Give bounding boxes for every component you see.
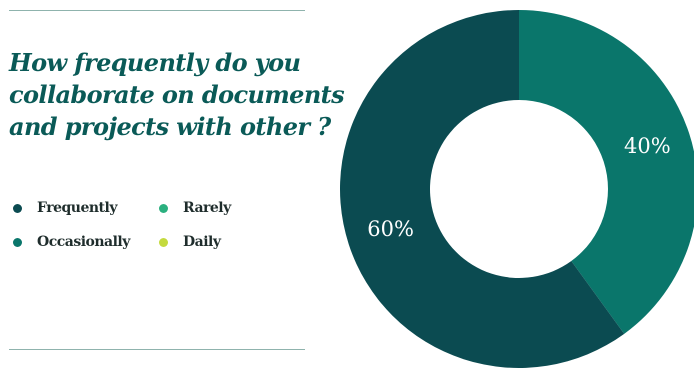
legend-item-frequently: Frequently (13, 198, 159, 218)
slice-occasionally (519, 10, 694, 334)
chart-title: How frequently do you collaborate on doc… (9, 48, 345, 141)
legend-swatch-rarely (159, 203, 168, 213)
legend-item-daily: Daily (159, 232, 269, 252)
legend-label-daily: Daily (183, 234, 221, 250)
legend-label-rarely: Rarely (183, 200, 231, 216)
legend-item-rarely: Rarely (159, 198, 269, 218)
legend-item-occasionally: Occasionally (13, 232, 159, 252)
legend-swatch-daily (159, 237, 168, 247)
slice-label-frequently: 60% (367, 217, 414, 241)
legend-swatch-occasionally (13, 237, 22, 247)
bottom-divider (9, 349, 305, 350)
slice-label-occasionally: 40% (624, 134, 671, 158)
legend-label-frequently: Frequently (37, 200, 117, 216)
legend-swatch-frequently (13, 203, 22, 213)
chart-legend: Frequently Rarely Occasionally Daily (13, 198, 273, 252)
top-divider (9, 10, 305, 11)
slice-frequently (339, 10, 625, 369)
legend-label-occasionally: Occasionally (37, 234, 130, 250)
